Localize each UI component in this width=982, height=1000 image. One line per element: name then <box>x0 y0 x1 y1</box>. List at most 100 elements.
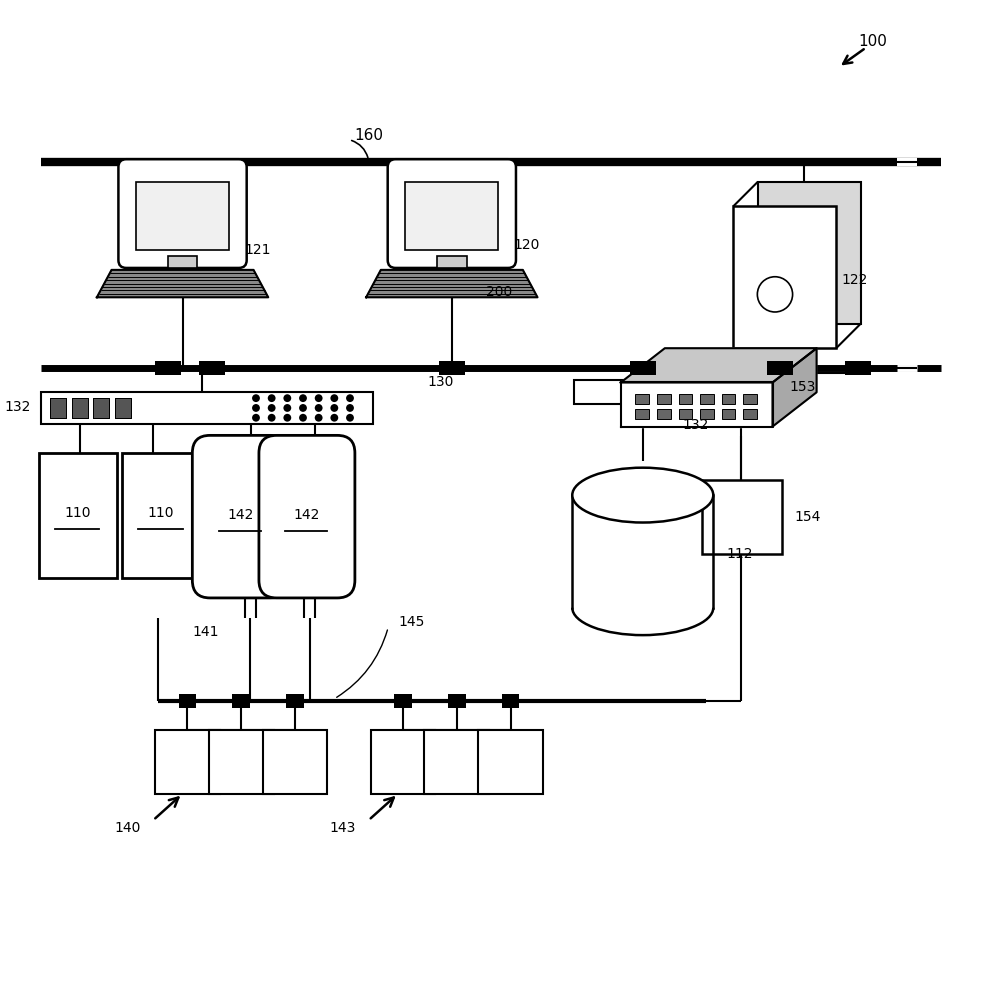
Bar <box>635 394 649 404</box>
Bar <box>635 409 649 419</box>
Bar <box>657 409 671 419</box>
Text: 142: 142 <box>294 508 320 522</box>
Circle shape <box>300 404 307 412</box>
Bar <box>115 398 131 418</box>
Bar <box>72 398 87 418</box>
Circle shape <box>315 394 322 402</box>
Bar <box>40 392 373 424</box>
Bar <box>38 453 117 578</box>
Bar <box>574 380 721 404</box>
Text: 110: 110 <box>147 506 174 520</box>
Circle shape <box>315 404 322 412</box>
Bar <box>439 361 464 375</box>
Bar <box>722 394 736 404</box>
Bar <box>448 694 465 708</box>
Bar <box>630 361 656 375</box>
Text: 153: 153 <box>790 380 816 394</box>
Circle shape <box>330 404 338 412</box>
Circle shape <box>268 394 276 402</box>
FancyBboxPatch shape <box>119 159 246 268</box>
Bar <box>437 256 466 268</box>
Bar <box>700 394 714 404</box>
FancyBboxPatch shape <box>192 435 289 598</box>
Text: 142: 142 <box>227 508 253 522</box>
FancyBboxPatch shape <box>388 159 516 268</box>
Bar <box>155 361 181 375</box>
Circle shape <box>252 414 260 422</box>
Bar <box>502 694 519 708</box>
Bar <box>734 206 837 348</box>
Bar <box>657 394 671 404</box>
Bar <box>370 730 435 794</box>
Bar <box>263 730 327 794</box>
Bar <box>573 495 713 608</box>
Circle shape <box>268 404 276 412</box>
Circle shape <box>252 394 260 402</box>
Text: 122: 122 <box>842 273 868 287</box>
Bar <box>846 361 871 375</box>
Circle shape <box>330 414 338 422</box>
Circle shape <box>300 394 307 402</box>
Text: 110: 110 <box>65 506 91 520</box>
Text: 200: 200 <box>486 285 513 299</box>
Circle shape <box>330 394 338 402</box>
Text: 132: 132 <box>682 418 708 432</box>
Bar <box>50 398 66 418</box>
Bar <box>50 398 66 418</box>
FancyBboxPatch shape <box>259 435 355 598</box>
Circle shape <box>300 414 307 422</box>
Polygon shape <box>366 270 537 297</box>
Bar <box>394 694 411 708</box>
Bar <box>122 453 200 578</box>
Bar <box>287 694 304 708</box>
Bar <box>743 409 757 419</box>
Bar <box>767 361 792 375</box>
Text: 145: 145 <box>398 615 424 629</box>
Bar <box>406 182 498 250</box>
Text: 112: 112 <box>726 547 752 561</box>
Circle shape <box>346 394 354 402</box>
Bar <box>136 182 229 250</box>
Polygon shape <box>97 270 268 297</box>
Text: 130: 130 <box>427 375 454 389</box>
Circle shape <box>346 414 354 422</box>
Bar <box>700 409 714 419</box>
Text: 100: 100 <box>858 34 887 49</box>
Polygon shape <box>773 348 817 427</box>
Circle shape <box>284 394 292 402</box>
Bar <box>679 409 692 419</box>
Circle shape <box>346 404 354 412</box>
Bar <box>233 694 250 708</box>
Text: 141: 141 <box>192 625 219 639</box>
Bar <box>93 398 109 418</box>
Text: 143: 143 <box>329 821 355 835</box>
Polygon shape <box>621 382 773 427</box>
Bar <box>478 730 543 794</box>
Bar <box>722 409 736 419</box>
Bar <box>179 694 196 708</box>
Bar <box>93 398 109 418</box>
Bar <box>155 730 220 794</box>
Circle shape <box>284 414 292 422</box>
Bar <box>758 182 860 324</box>
Bar <box>679 394 692 404</box>
Text: 160: 160 <box>354 128 383 143</box>
Text: 120: 120 <box>514 238 540 252</box>
Text: 140: 140 <box>114 821 140 835</box>
Text: 154: 154 <box>794 510 821 524</box>
Circle shape <box>252 404 260 412</box>
Circle shape <box>268 414 276 422</box>
Bar <box>199 361 225 375</box>
Bar <box>701 480 782 554</box>
Bar <box>168 256 197 268</box>
Polygon shape <box>621 348 817 382</box>
Bar <box>72 398 87 418</box>
Bar <box>209 730 274 794</box>
Ellipse shape <box>573 468 713 523</box>
Circle shape <box>284 404 292 412</box>
Text: 132: 132 <box>4 400 30 414</box>
Circle shape <box>315 414 322 422</box>
Bar <box>424 730 489 794</box>
Text: 121: 121 <box>245 243 271 257</box>
Bar <box>743 394 757 404</box>
